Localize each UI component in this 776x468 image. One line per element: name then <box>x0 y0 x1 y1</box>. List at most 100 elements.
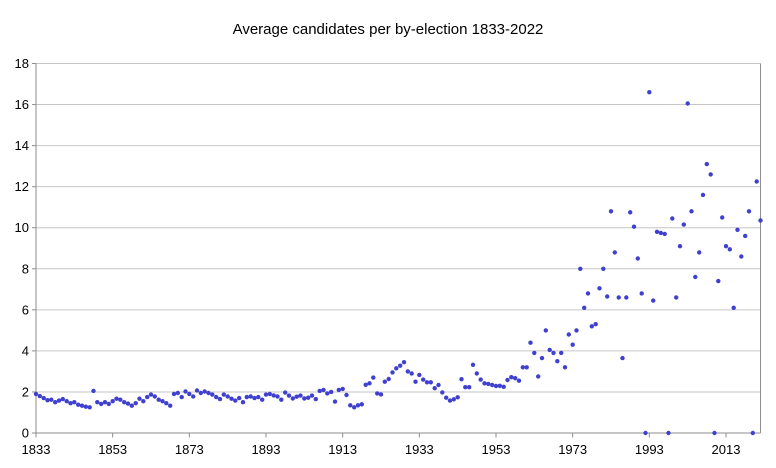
data-point <box>179 394 184 400</box>
data-point <box>716 278 721 284</box>
data-point <box>302 396 307 401</box>
data-point <box>210 392 215 397</box>
data-point <box>152 394 157 399</box>
data-point <box>214 394 219 400</box>
data-point <box>225 394 230 399</box>
data-point <box>758 218 763 223</box>
x-tick-label: 1973 <box>558 442 587 457</box>
data-point <box>283 390 288 395</box>
data-point <box>547 347 552 353</box>
data-point <box>309 393 315 398</box>
data-point <box>60 396 65 402</box>
y-tick-label: 8 <box>22 261 29 276</box>
data-point <box>750 430 755 436</box>
data-point <box>137 396 142 401</box>
data-point <box>482 381 487 386</box>
x-tick-label: 2013 <box>712 442 741 457</box>
data-point <box>72 400 77 405</box>
data-point <box>635 256 640 261</box>
data-point <box>286 393 292 398</box>
data-point <box>532 350 537 356</box>
data-point <box>401 360 407 365</box>
data-point <box>363 382 368 387</box>
data-point <box>493 383 499 389</box>
data-point <box>248 394 253 399</box>
data-point <box>355 403 361 408</box>
data-point <box>164 401 169 406</box>
data-point <box>409 371 414 376</box>
data-point <box>53 400 58 405</box>
data-point <box>99 401 104 407</box>
data-point <box>87 405 92 410</box>
data-point <box>279 397 284 402</box>
data-point <box>145 394 150 400</box>
y-tick-label: 16 <box>15 97 29 112</box>
data-point <box>720 215 725 220</box>
y-tick-label: 12 <box>15 179 29 194</box>
x-tick-label: 1893 <box>252 442 281 457</box>
data-point <box>294 394 299 399</box>
data-point <box>421 377 426 382</box>
data-point <box>336 387 341 393</box>
data-point <box>191 394 196 399</box>
data-point <box>754 179 759 184</box>
data-point <box>463 385 468 390</box>
data-point <box>386 376 391 382</box>
data-point <box>528 340 533 345</box>
data-point <box>582 305 587 310</box>
data-point <box>325 391 330 396</box>
data-point <box>352 405 357 410</box>
x-tick-label: 1953 <box>482 442 511 457</box>
data-point <box>697 250 702 255</box>
data-point <box>570 342 575 347</box>
data-point <box>601 266 606 271</box>
data-point <box>585 291 591 296</box>
y-tick-label: 10 <box>15 220 29 235</box>
data-point <box>260 397 265 402</box>
data-point <box>501 384 506 389</box>
data-point <box>171 391 177 397</box>
data-point <box>616 295 621 300</box>
data-point <box>474 371 479 376</box>
data-point <box>505 377 510 383</box>
data-point <box>643 430 648 436</box>
data-point <box>731 305 736 310</box>
data-point <box>114 396 119 401</box>
data-point <box>329 389 334 395</box>
data-point <box>712 430 717 436</box>
data-point <box>156 397 161 402</box>
data-point <box>624 295 629 300</box>
data-point <box>674 295 679 300</box>
data-point <box>198 390 203 396</box>
data-point <box>559 350 564 356</box>
x-tick-label: 1933 <box>405 442 434 457</box>
data-point <box>413 379 418 384</box>
data-point <box>647 90 652 95</box>
data-point <box>562 365 568 370</box>
data-point <box>110 399 115 404</box>
data-point <box>394 366 399 371</box>
data-point <box>133 401 138 406</box>
data-point <box>490 382 495 388</box>
data-point <box>440 390 445 395</box>
data-point <box>64 399 69 404</box>
data-point <box>444 395 449 400</box>
data-point <box>589 324 594 329</box>
data-point <box>739 254 744 259</box>
data-point <box>735 227 740 232</box>
data-point <box>639 291 644 296</box>
data-point <box>41 395 46 401</box>
data-point <box>267 391 272 397</box>
y-tick-label: 14 <box>15 138 29 153</box>
data-point <box>76 402 81 407</box>
data-point <box>221 392 226 397</box>
data-point <box>704 161 709 167</box>
data-point <box>608 209 614 214</box>
data-point <box>187 391 192 397</box>
data-point <box>252 395 257 401</box>
data-point <box>95 400 100 405</box>
data-point <box>566 332 571 337</box>
y-tick-label: 0 <box>22 426 29 441</box>
data-point <box>194 388 200 393</box>
data-point <box>367 381 372 386</box>
